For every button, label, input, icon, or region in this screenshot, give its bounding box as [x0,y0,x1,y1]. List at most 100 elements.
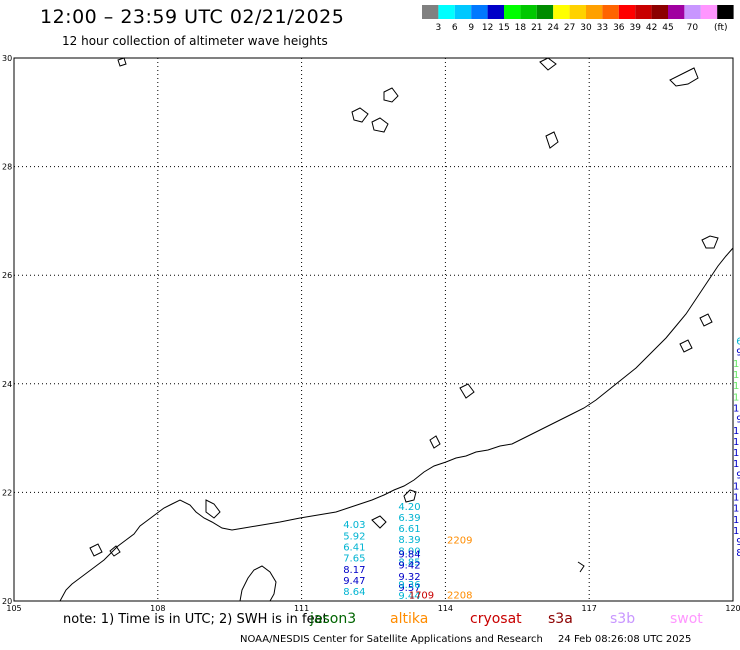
coastline-segment [239,565,277,602]
wave-height-label: 8.39 [398,535,420,546]
coastline-segment [669,67,699,87]
legend-label: 9 [468,23,474,33]
legend-swatch [471,5,488,19]
wave-height-label: 6.61 [398,524,420,535]
latitude-label: 26 [2,271,12,280]
legend-swatch [569,5,586,19]
wave-height-label: 8.35 [736,548,740,559]
coastline-segment [59,247,734,602]
coastline-segment [383,87,399,103]
longitude-label: 114 [438,604,453,613]
latitude-label: 22 [2,488,12,497]
legend-swatch [586,5,603,19]
latitude-label: 24 [2,380,12,389]
legend-label: 42 [646,23,657,33]
wave-height-label: 14.55 [733,359,740,370]
footer-note: note: 1) Time is in UTC; 2) SWH is in fe… [63,612,328,627]
wave-height-label: 2209 [447,535,472,546]
credit-text: NOAA/NESDIS Center for Satellite Applica… [240,634,543,645]
wave-height-label: 2208 [447,590,472,601]
legend-label: 6 [452,23,458,33]
latitude-label: 28 [2,163,12,172]
coastline-segment [429,435,441,449]
wave-height-label: 7.65 [343,554,365,565]
wave-height-label: 6.15 [736,337,740,348]
legend-label: 27 [564,23,575,33]
legend-label: 18 [515,23,527,33]
coastline-segment [459,383,475,399]
legend-label: 30 [580,23,592,33]
legend-label: 33 [597,23,608,33]
coastline-segment [351,107,369,123]
wave-height-label: 9.71 [736,470,740,481]
longitude-label: 120 [725,604,740,613]
wave-height-label: 9.65 [736,348,740,359]
legend-swatch [422,5,439,19]
wave-height-label: 4.20 [398,502,420,513]
legend-label: 36 [613,23,625,33]
wave-height-label: 9.57 [398,583,420,594]
legend-label: 39 [629,23,641,33]
wave-height-label: 4.03 [343,520,365,531]
legend-label: 70 [687,23,699,33]
wave-height-label: 8.17 [343,565,365,576]
wave-height-label: 8.85 [398,557,420,568]
longitude-label: 117 [582,604,597,613]
coastline [59,57,734,602]
wave-height-label: 10.61 [733,459,740,470]
map-frame [13,57,734,602]
legend-label: 15 [498,23,509,33]
color-legend: 3 6 9 12 15 18 21 24 27 30 33 36 39 42 45 70 [422,5,734,33]
legend-swatch [536,5,554,19]
coastline-segment [109,545,121,557]
legend-swatch [487,5,504,19]
legend-label: 21 [531,23,542,33]
coastline-segment [371,117,389,133]
wave-height-label: 8.00 [398,546,420,557]
wave-height-label: 10.91 [733,526,740,537]
mission-label-s3a: s3a [548,611,573,627]
wave-height-label: 10.15 [733,481,740,492]
wave-height-label: 9.42 [398,561,420,572]
coastline-segment [679,339,693,353]
wave-height-label: 10.42 [733,437,740,448]
longitude-label: 105 [6,604,21,613]
coastline-segment [117,57,127,67]
wave-height-label: 9.44 [398,591,420,602]
longitude-label: 111 [294,604,309,613]
legend-swatch [504,5,521,19]
wave-height-label: 10.75 [733,493,740,504]
legend-swatch [668,5,685,19]
legend-swatch [717,5,734,19]
wave-height-label: 9.84 [398,550,420,561]
timestamp: 24 Feb 08:26:08 UTC 2025 [558,634,692,645]
coastline-segment [403,489,417,503]
mission-label-jason3: jason3 [310,611,357,627]
legend-label: 45 [662,23,673,33]
coastline-segment [545,131,559,149]
wave-height-label: 8.64 [343,587,365,598]
wave-height-label: 9.36 [398,580,420,591]
latitude-label: 30 [2,54,12,63]
wave-height-label: 9.59 [736,537,740,548]
wave-height-label: 9.47 [343,576,365,587]
mission-label-s3b: s3b [610,611,636,627]
coastline-segment [89,543,103,557]
coastline-segment [701,235,719,249]
mission-label-swot: swot [670,611,703,627]
mission-label-cryosat: cryosat [470,611,522,627]
legend-label: 12 [482,23,493,33]
wave-height-tracks: 4.035.926.417.658.179.478.64 4.206.396.61… [343,337,740,602]
legend-label: 3 [436,23,442,33]
wave-height-label: 6.39 [398,513,420,524]
wave-height-label: 12.85 [733,370,740,381]
legend-swatch [618,5,636,19]
map-title: 12:00 – 23:59 UTC 02/21/2025 [40,6,345,28]
legend-swatch [438,5,455,19]
coastline-segment [371,515,387,529]
mission-label-altika: altika [390,611,429,627]
legend-swatch [700,5,718,19]
footer-credit: NOAA/NESDIS Center for Satellite Applica… [240,634,691,645]
